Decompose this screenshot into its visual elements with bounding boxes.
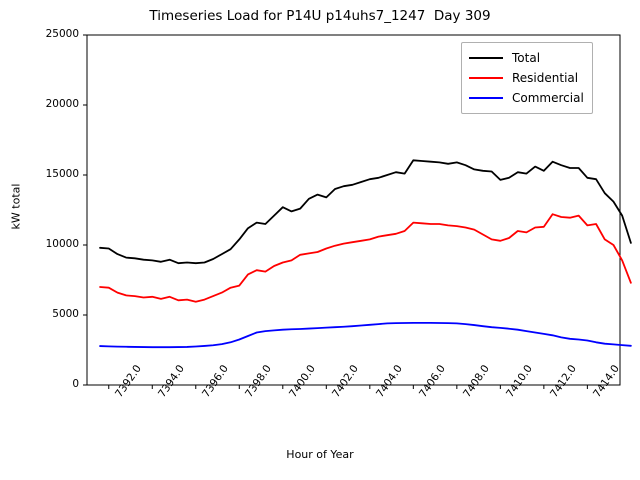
y-tick-label: 15000 [45, 168, 79, 180]
y-tick-label: 10000 [45, 238, 79, 250]
x-axis-label: Hour of Year [286, 448, 354, 461]
chart-legend: Total Residential Commercial [461, 42, 593, 114]
series-line-residential [99, 213, 632, 303]
chart-title: Timeseries Load for P14U p14uhs7_1247 Da… [149, 8, 491, 24]
plot-border [86, 34, 621, 386]
legend-item: Residential [469, 68, 584, 88]
legend-color-swatch [469, 77, 503, 79]
legend-color-swatch [469, 57, 503, 59]
legend-item: Total [469, 48, 584, 68]
legend-label: Residential [512, 71, 579, 85]
y-axis-label: kW total [9, 183, 23, 230]
y-tick-label: 0 [72, 378, 79, 390]
series-line-commercial [99, 321, 632, 349]
series-line-total [99, 159, 632, 265]
legend-label: Commercial [512, 91, 584, 105]
y-tick-label: 25000 [45, 28, 79, 40]
y-tick-label: 5000 [52, 308, 79, 320]
legend-label: Total [512, 51, 541, 65]
legend-color-swatch [469, 97, 503, 99]
legend-item: Commercial [469, 88, 584, 108]
y-tick-label: 20000 [45, 98, 79, 110]
